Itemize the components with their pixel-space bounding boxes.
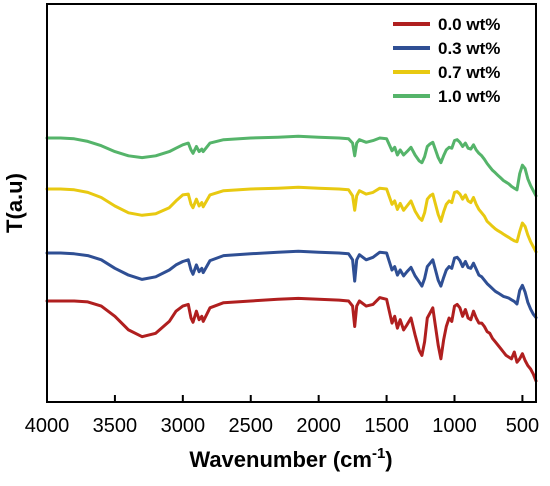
x-tick-label-1000: 1000 [432, 415, 477, 437]
legend: 0.0 wt% 0.3 wt% 0.7 wt% 1.0 wt% [393, 15, 500, 106]
legend-label-1: 0.3 wt% [438, 39, 500, 58]
x-tick-label-1500: 1500 [364, 415, 409, 437]
tick-layer: 4000 3500 3000 2500 2000 1500 1000 500 [25, 395, 539, 437]
x-tick-label-4000: 4000 [25, 415, 70, 437]
series-line-1-0-wt [45, 134, 538, 198]
series-line-0-7-wt [45, 185, 538, 254]
x-axis-title-sup: -1 [372, 445, 385, 462]
legend-label-3: 1.0 wt% [438, 87, 500, 106]
legend-label-2: 0.7 wt% [438, 63, 500, 82]
plot-frame [46, 3, 537, 403]
x-tick-label-2500: 2500 [229, 415, 274, 437]
x-tick-label-3000: 3000 [161, 415, 206, 437]
x-tick-label-2000: 2000 [296, 415, 341, 437]
legend-label-0: 0.0 wt% [438, 15, 500, 34]
series-line-0-0-wt [45, 296, 538, 383]
y-axis-title: T(a.u) [2, 173, 27, 233]
x-axis-title-main: Wavenumber (cm [189, 447, 372, 472]
x-axis-title-close: ) [385, 447, 392, 472]
x-tick-label-3500: 3500 [93, 415, 138, 437]
series-line-0-3-wt [45, 249, 538, 320]
x-axis-title: Wavenumber (cm-1) [189, 445, 392, 472]
series-layer [45, 134, 538, 383]
x-tick-label-500: 500 [506, 415, 539, 437]
